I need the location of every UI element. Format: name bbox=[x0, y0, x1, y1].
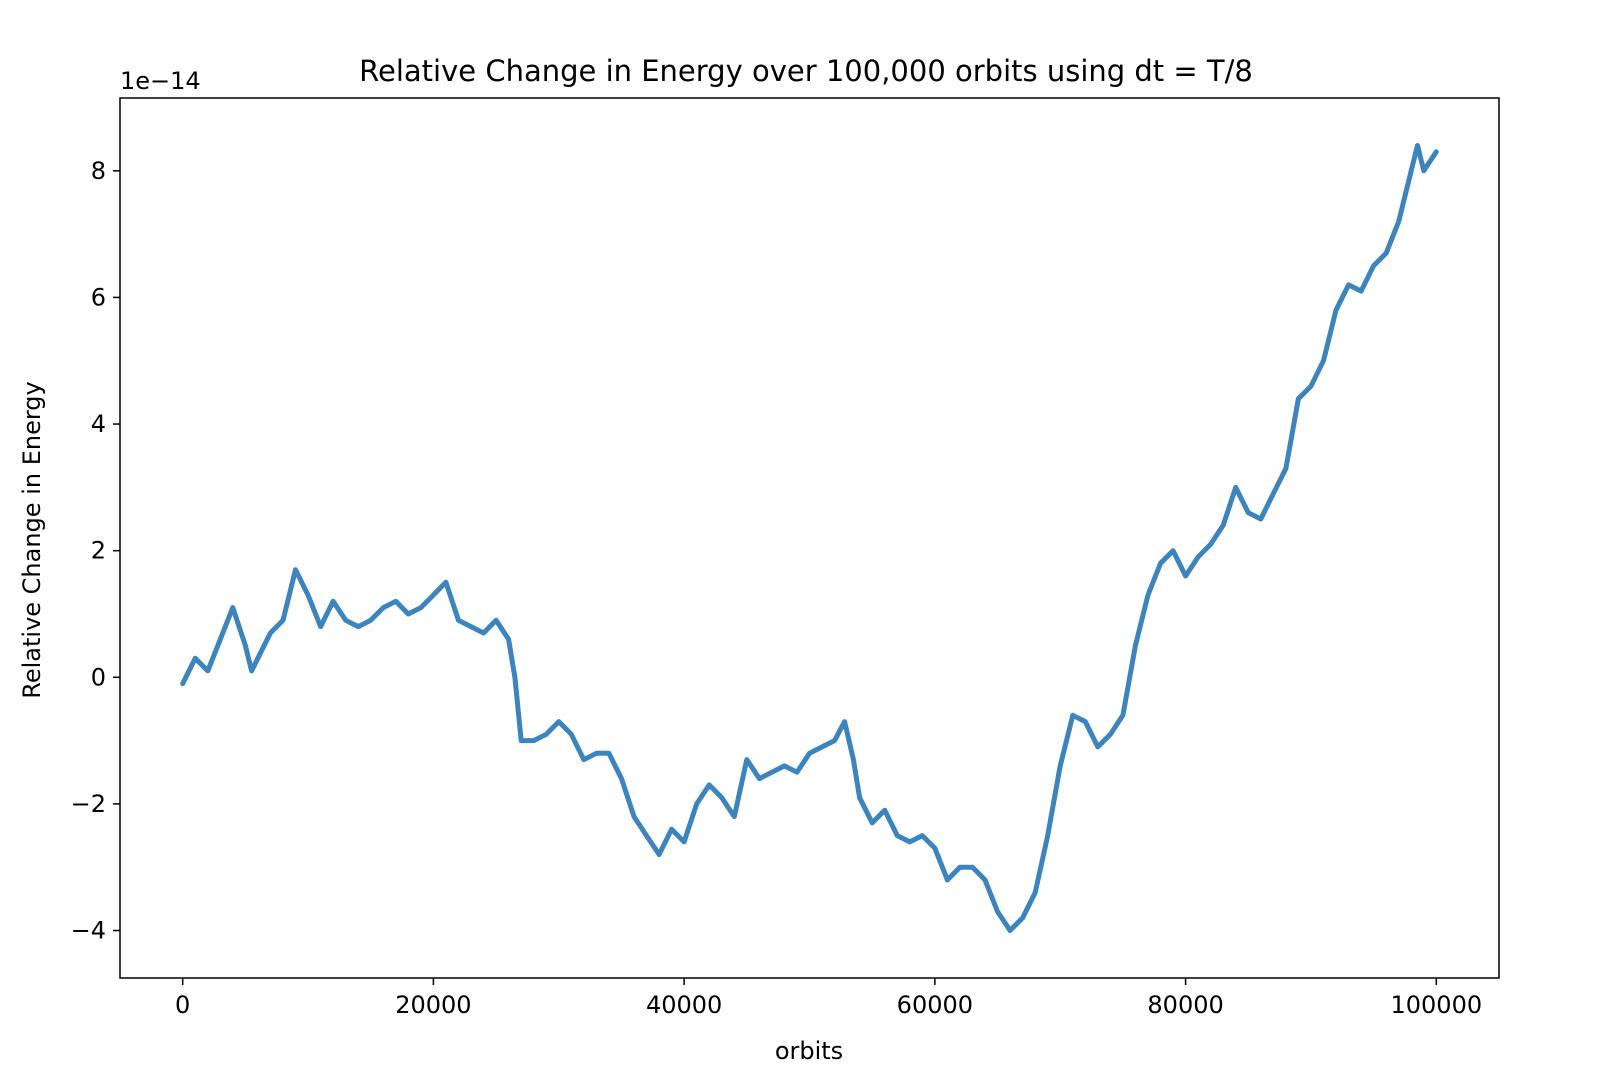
y-axis-ticks: −4 −2 0 2 4 6 8 bbox=[71, 157, 120, 945]
x-tick-label: 40000 bbox=[646, 991, 722, 1019]
y-tick-label: −4 bbox=[71, 917, 106, 945]
x-tick-label: 60000 bbox=[897, 991, 973, 1019]
y-tick-label: 2 bbox=[91, 537, 106, 565]
x-tick-label: 80000 bbox=[1147, 991, 1223, 1019]
series-layer bbox=[180, 143, 1439, 933]
y-tick-label: −2 bbox=[71, 790, 106, 818]
x-tick-label: 0 bbox=[175, 991, 190, 1019]
y-tick-label: 4 bbox=[91, 410, 106, 438]
x-tick-label: 20000 bbox=[395, 991, 471, 1019]
series-line bbox=[180, 143, 1439, 933]
y-tick-label: 8 bbox=[91, 157, 106, 185]
y-tick-label: 6 bbox=[91, 283, 106, 311]
y-tick-label: 0 bbox=[91, 663, 106, 691]
x-tick-label: 100000 bbox=[1391, 991, 1483, 1019]
x-axis-label: orbits bbox=[775, 1037, 843, 1065]
plot-area-frame bbox=[119, 97, 1500, 979]
y-axis-label: Relative Change in Energy bbox=[18, 381, 46, 698]
chart-title: Relative Change in Energy over 100,000 o… bbox=[359, 54, 1253, 88]
y-axis-offset-label: 1e−14 bbox=[120, 67, 201, 95]
x-axis-ticks: 0 20000 40000 60000 80000 100000 bbox=[175, 978, 1482, 1019]
